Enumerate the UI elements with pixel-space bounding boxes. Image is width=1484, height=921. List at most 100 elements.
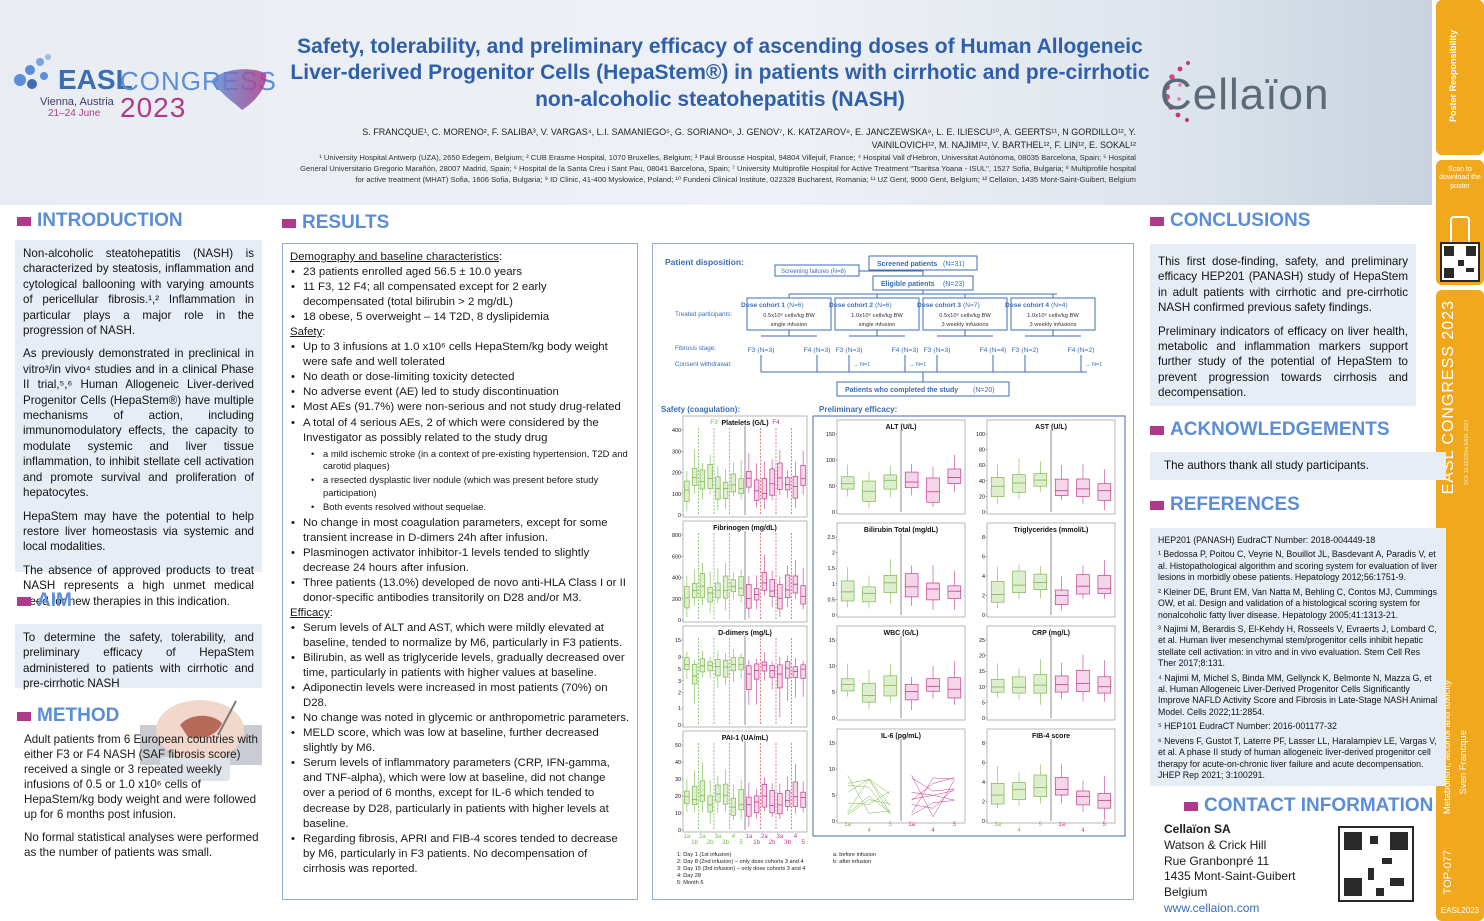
y-tick-label: 10 — [829, 664, 835, 670]
x-tick-label: 1b — [691, 840, 698, 846]
y-tick-label: 25 — [979, 638, 985, 644]
box-body — [777, 462, 783, 490]
box-body — [840, 580, 855, 602]
box-body — [926, 477, 940, 503]
y-tick-label: 1 — [832, 582, 835, 588]
y-tick-label: 100 — [672, 492, 681, 498]
box-body — [840, 678, 855, 692]
chart-title: Platelets (G/L) — [721, 420, 768, 427]
cohort-schedule: 3 weekly infusions — [941, 322, 988, 328]
cohort-n: (N=7) — [963, 302, 980, 309]
conclusions-box: This first dose-finding, safety, and pre… — [1150, 244, 1416, 406]
conclusions-paragraph: This first dose-finding, safety, and pre… — [1158, 255, 1408, 315]
x-tick-label: 5 — [739, 840, 743, 846]
box-body — [784, 790, 791, 807]
series-line — [911, 777, 955, 801]
heading-text: METHOD — [37, 705, 120, 726]
demography-list: 23 patients enrolled aged 56.5 ± 10.0 ye… — [290, 265, 630, 325]
box-body — [769, 468, 775, 496]
box-body — [1097, 575, 1112, 594]
box-body — [990, 581, 1005, 603]
series-line — [911, 777, 955, 814]
sidebar-presenter: Sven Francque — [1458, 730, 1469, 795]
cohort-dose: 1.0x10⁶ cells/kg BW — [1027, 312, 1079, 319]
result-bullet: Serum levels of ALT and AST, which were … — [290, 621, 630, 651]
box-body — [730, 797, 737, 816]
results-text-box: Demography and baseline characteristics:… — [282, 243, 638, 900]
y-tick-label: 5 — [832, 793, 835, 799]
easl-wordmark: EASL — [58, 64, 133, 95]
contact-qr-code[interactable] — [1338, 826, 1414, 902]
box-body — [769, 579, 775, 597]
box-body — [1076, 478, 1090, 497]
box-body — [699, 573, 706, 599]
contact-website-link[interactable]: www.cellaion.com — [1164, 901, 1260, 916]
box-body — [707, 464, 713, 489]
intro-paragraph: As previously demonstrated in preclinica… — [23, 347, 254, 500]
figure-legend-item: 3: Day 15 (3rd infusion) – only dose coh… — [677, 866, 805, 872]
x-tick-label: 1a — [908, 822, 915, 828]
box-body — [800, 664, 806, 679]
cohort-box — [834, 297, 920, 331]
box-body — [1033, 774, 1048, 797]
y-tick-label: 10 — [979, 685, 985, 691]
demography-title: Demography and baseline characteristics — [290, 251, 499, 263]
y-tick-label: 30 — [675, 777, 681, 783]
acknowledgements-text: The authors thank all study participants… — [1164, 459, 1369, 472]
y-tick-label: 80 — [979, 448, 985, 454]
chart-panel: ALT (U/L) 0 50 100 150 — [826, 419, 966, 516]
cohort-schedule: single infusion — [771, 322, 808, 328]
box-body — [904, 471, 919, 489]
treated-label: Treated participants: — [675, 311, 732, 318]
contact-line: Watson & Crick Hill — [1164, 837, 1267, 852]
completed-text: Patients who completed the study — [845, 387, 958, 394]
infusion-illustration — [140, 700, 262, 781]
cohort-box — [1010, 297, 1096, 331]
x-tick-label: 2b — [769, 840, 776, 846]
box-body — [684, 480, 690, 502]
contact-company: Cellaïon SA — [1164, 822, 1231, 836]
box-body — [947, 468, 962, 484]
y-tick-label: 8 — [982, 535, 985, 541]
result-bullet: 23 patients enrolled aged 56.5 ± 10.0 ye… — [290, 265, 630, 280]
y-tick-label: 2 — [832, 551, 835, 557]
y-tick-label: 100 — [976, 432, 985, 438]
y-tick-label: 150 — [826, 432, 835, 438]
y-tick-label: 400 — [672, 428, 681, 434]
box-body — [990, 783, 1005, 805]
y-tick-label: 400 — [672, 576, 681, 582]
y-tick-label: 800 — [672, 533, 681, 539]
y-tick-label: 5 — [678, 667, 681, 673]
result-bullet: Serum levels of inflammatory parameters … — [290, 756, 630, 831]
congress-dates: 21–24 June — [48, 108, 101, 119]
box-body — [947, 585, 962, 599]
y-tick-label: 1.5 — [828, 566, 836, 572]
box-body — [784, 477, 791, 491]
figure-legend-item: 5: Month 6 — [677, 880, 703, 886]
failures-text: Screening failures (N=8) — [781, 269, 846, 275]
reference-item: ⁶ Nevens F, Gustot T, Laterre PF, Lasser… — [1158, 735, 1437, 781]
sidebar-qr-code[interactable] — [1440, 242, 1480, 282]
reference-item: ² Kleiner DE, Brunt EM, Van Natta M, Beh… — [1158, 586, 1437, 620]
y-tick-label: 0 — [982, 819, 985, 825]
withdrawal-f4: → N=1 — [909, 362, 926, 368]
box-body — [730, 473, 737, 493]
section-marker — [17, 711, 31, 721]
box-body — [722, 783, 729, 805]
box-body — [862, 682, 876, 703]
efficacy-list: Serum levels of ALT and AST, which were … — [290, 621, 630, 877]
box-body — [738, 576, 744, 597]
fibrosis-label: Fibrosis stage: — [675, 345, 716, 352]
box-body — [1097, 676, 1112, 694]
box-body — [699, 658, 706, 673]
withdrawal-label: Consent withdrawal: — [675, 361, 732, 368]
heading-text: CONTACT INFORMATION — [1204, 795, 1434, 816]
section-marker — [1150, 500, 1164, 510]
y-tick-label: 5 — [832, 690, 835, 696]
cohort-dose: 0.5x10⁶ cells/kg BW — [763, 312, 815, 319]
result-bullet: A total of 4 serious AEs, 2 of which wer… — [290, 416, 630, 446]
patient-disposition-diagram: Patient disposition: Screened patients (N… — [665, 255, 1102, 397]
chart-panel: Triglycerides (mmol/L) 0 2 4 6 8 — [982, 522, 1116, 619]
box-body — [715, 784, 721, 803]
x-tick-label: 3b — [722, 840, 729, 846]
